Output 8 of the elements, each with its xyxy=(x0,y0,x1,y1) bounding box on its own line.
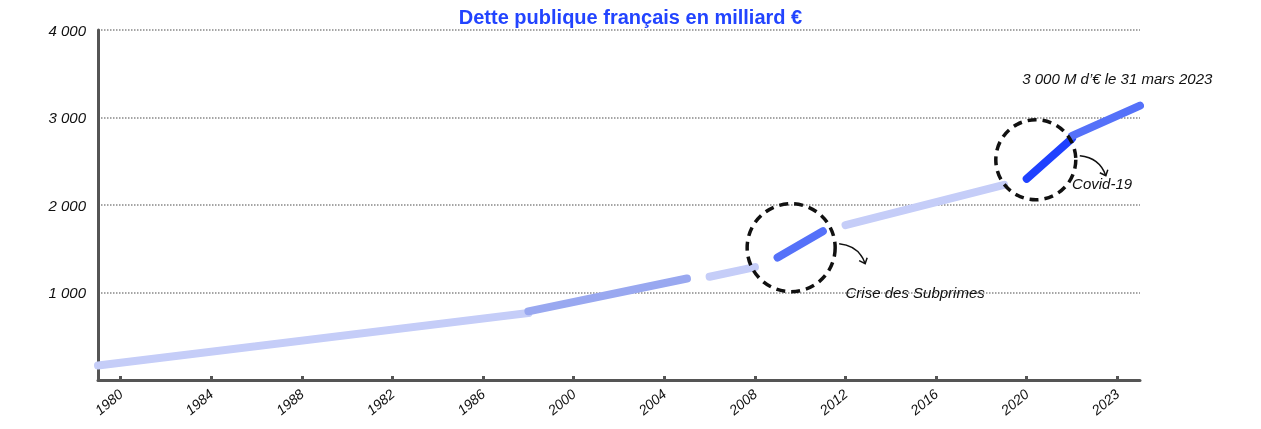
y-tick-label: 4 000 xyxy=(48,21,87,39)
y-tick-label: 3 000 xyxy=(48,109,87,126)
y-tick-label: 2 000 xyxy=(47,196,87,214)
annotation: Crise des Subprimes xyxy=(845,284,986,301)
annotation: 3 000 M d’€ le 31 mars 2023 xyxy=(1022,69,1213,87)
annotation: Covid-19 xyxy=(1072,174,1133,192)
y-tick-label: 1 000 xyxy=(48,284,87,301)
chart-title: Dette publique français en milliard € xyxy=(458,6,803,28)
